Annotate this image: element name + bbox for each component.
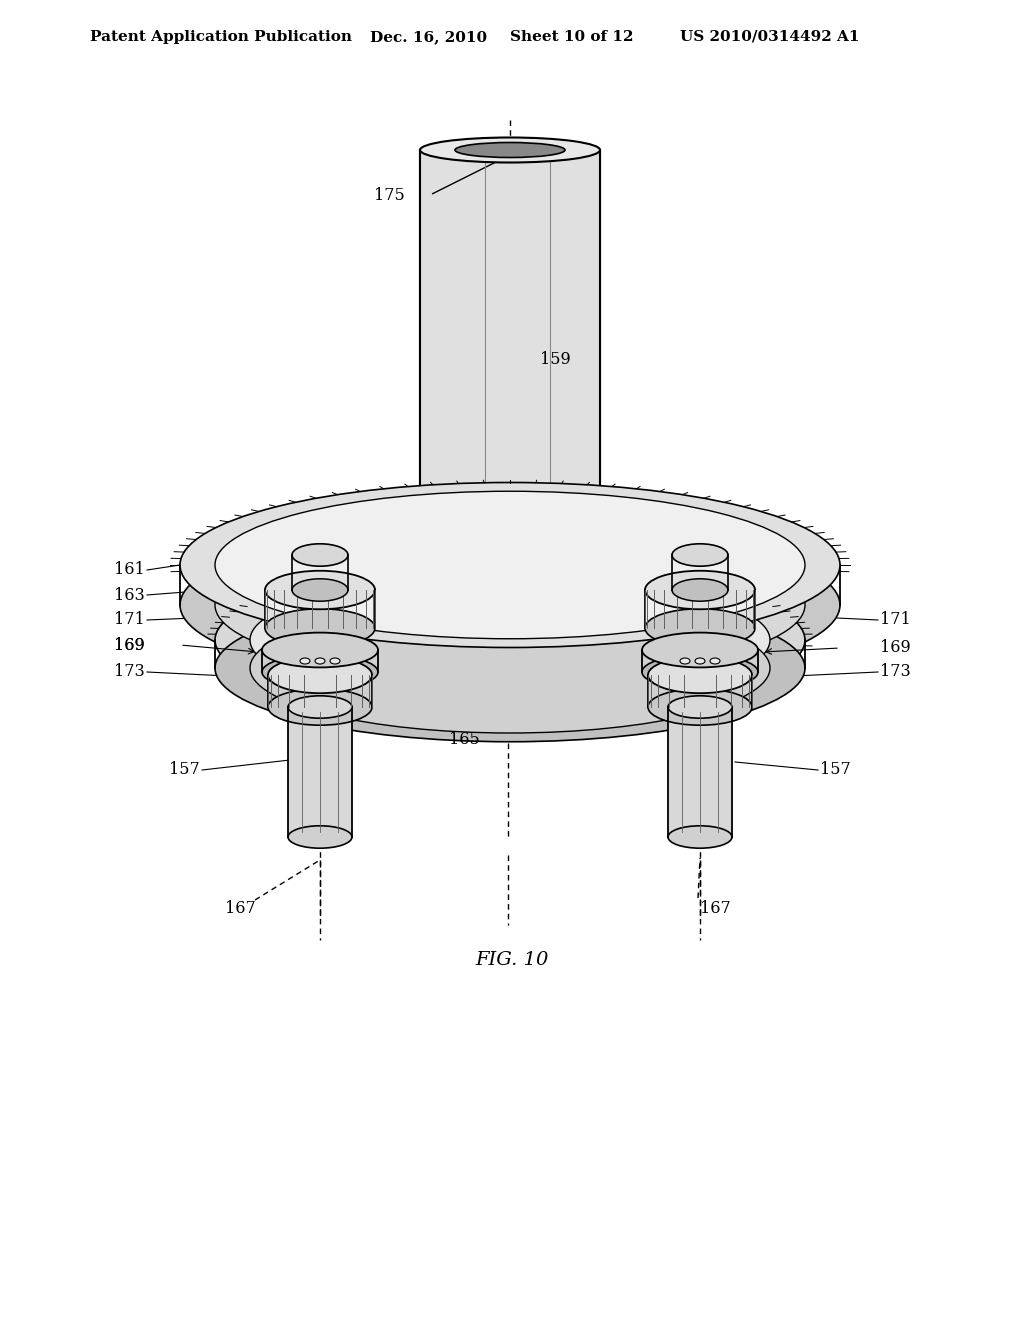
Ellipse shape	[672, 578, 728, 601]
Text: 163: 163	[115, 586, 145, 603]
Ellipse shape	[292, 544, 348, 566]
Ellipse shape	[668, 826, 732, 849]
Text: 167: 167	[700, 900, 731, 917]
Ellipse shape	[710, 657, 720, 664]
Text: 171: 171	[880, 611, 910, 628]
Text: Patent Application Publication: Patent Application Publication	[90, 30, 352, 44]
Text: 173: 173	[115, 664, 145, 681]
Text: 157: 157	[169, 762, 200, 779]
Ellipse shape	[265, 570, 375, 610]
Text: US 2010/0314492 A1: US 2010/0314492 A1	[680, 30, 859, 44]
Ellipse shape	[648, 657, 752, 693]
Ellipse shape	[355, 517, 665, 573]
Text: 175: 175	[374, 186, 406, 203]
Ellipse shape	[215, 594, 805, 742]
Text: 159: 159	[540, 351, 570, 368]
Ellipse shape	[668, 696, 732, 718]
Ellipse shape	[648, 689, 752, 725]
Ellipse shape	[315, 657, 325, 664]
Ellipse shape	[180, 523, 840, 688]
Text: 167: 167	[225, 900, 256, 917]
Ellipse shape	[215, 566, 805, 714]
Ellipse shape	[300, 657, 310, 664]
Ellipse shape	[262, 632, 378, 668]
Ellipse shape	[215, 531, 805, 678]
Text: 171: 171	[115, 611, 145, 628]
Ellipse shape	[330, 657, 340, 664]
Ellipse shape	[645, 570, 755, 610]
Ellipse shape	[672, 544, 728, 566]
Bar	[420, 150, 600, 520]
Ellipse shape	[250, 576, 770, 705]
Ellipse shape	[250, 603, 770, 733]
Ellipse shape	[420, 510, 600, 531]
Text: 165: 165	[450, 731, 480, 748]
Text: 161: 161	[115, 561, 145, 578]
Ellipse shape	[695, 657, 705, 664]
Text: Dec. 16, 2010: Dec. 16, 2010	[370, 30, 487, 44]
Text: Sheet 10 of 12: Sheet 10 of 12	[510, 30, 634, 44]
Ellipse shape	[355, 502, 665, 558]
Bar	[288, 708, 352, 837]
Text: FIG. 10: FIG. 10	[475, 950, 549, 969]
Ellipse shape	[455, 143, 565, 157]
Text: 169: 169	[115, 636, 145, 653]
Ellipse shape	[288, 826, 352, 849]
Ellipse shape	[642, 632, 758, 668]
Ellipse shape	[268, 657, 372, 693]
Text: 157: 157	[820, 762, 851, 779]
Ellipse shape	[642, 655, 758, 689]
Ellipse shape	[262, 655, 378, 689]
Text: 169: 169	[880, 639, 910, 656]
Text: 169: 169	[115, 636, 145, 653]
Ellipse shape	[680, 657, 690, 664]
Ellipse shape	[645, 609, 755, 647]
Text: 173: 173	[880, 664, 910, 681]
Ellipse shape	[420, 137, 600, 162]
Ellipse shape	[288, 696, 352, 718]
Ellipse shape	[215, 491, 805, 639]
Bar	[668, 708, 732, 837]
Ellipse shape	[265, 609, 375, 647]
Ellipse shape	[292, 578, 348, 601]
Ellipse shape	[268, 689, 372, 725]
Ellipse shape	[180, 483, 840, 648]
